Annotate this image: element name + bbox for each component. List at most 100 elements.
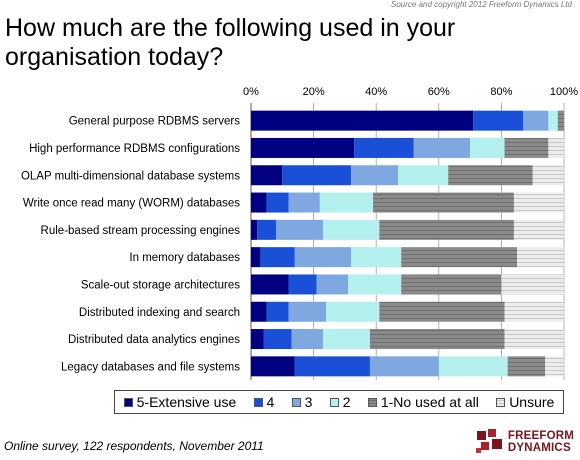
category-label: OLAP multi-dimensional database systems (21, 170, 240, 182)
category-label: Write once read many (WORM) databases (23, 198, 240, 210)
bar-segment (294, 247, 352, 268)
bar-segment (354, 137, 414, 158)
freeform-dynamics-logo: FREEFORM DYNAMICS (475, 428, 574, 456)
bar-segment (251, 274, 289, 295)
bar-segment (513, 192, 564, 213)
copyright-note: Source and copyright 2012 Freeform Dynam… (391, 0, 572, 9)
bar-segment (507, 356, 546, 377)
bar-segment (379, 301, 505, 322)
bar-segment (448, 165, 533, 186)
bar-segment (251, 247, 261, 268)
bar-segment (251, 165, 283, 186)
category-label: Distributed indexing and search (79, 307, 240, 319)
bar-segment (401, 247, 518, 268)
survey-footnote: Online survey, 122 respondents, November… (4, 439, 264, 453)
bar-segment (523, 110, 549, 131)
legend-label: 1-No used at all (380, 394, 479, 410)
legend-item: 2 (329, 394, 351, 410)
legend-label: Unsure (509, 394, 555, 410)
bar-segment (401, 274, 502, 295)
bar-segment (276, 219, 323, 240)
bar-segment (263, 329, 292, 350)
bar-segment (513, 219, 564, 240)
category-label: Legacy databases and file systems (61, 361, 240, 373)
x-tick-label: 60% (428, 86, 450, 98)
bar-segment (369, 329, 505, 350)
bar-segment (251, 110, 474, 131)
bar-segment (251, 219, 258, 240)
legend-item: 3 (291, 394, 313, 410)
legend-label: 3 (304, 394, 313, 410)
bar-segment (504, 301, 564, 322)
x-axis-tick-labels: 0% 20% 40% 60% 80% 100% (243, 86, 578, 98)
legend-swatch (123, 397, 133, 407)
chart-title: How much are the following used in your … (5, 14, 456, 71)
legend-label: 2 (342, 394, 351, 410)
bar-segment (351, 247, 402, 268)
bar-segment (288, 301, 327, 322)
bar-segment (251, 356, 295, 377)
category-label: Scale-out storage architectures (81, 279, 240, 291)
x-tick-label: 20% (303, 86, 325, 98)
bar-segment (504, 137, 549, 158)
bar-segment (517, 247, 564, 268)
bar-segment (266, 192, 289, 213)
bar-segment (257, 219, 277, 240)
bar-segment (322, 329, 370, 350)
bar-segment (545, 356, 564, 377)
legend-item: 4 (253, 394, 275, 410)
bar-segment (373, 192, 514, 213)
chart-legend: 5-Extensive use 4 3 2 1-No used at all Unsure (114, 390, 564, 414)
bar-segment (266, 301, 289, 322)
bar-segment (294, 356, 370, 377)
bar-segment (438, 356, 508, 377)
category-label: Rule-based stream processing engines (41, 225, 241, 237)
logo-mark-icon (475, 429, 502, 453)
bar-segment (348, 274, 402, 295)
bar-segment (413, 137, 471, 158)
legend-item: Unsure (496, 394, 554, 410)
bar-segment (398, 165, 449, 186)
bar-segment (319, 192, 374, 213)
bar-segment (470, 137, 505, 158)
bar-segments (251, 110, 564, 377)
bar-segment (316, 274, 349, 295)
bar-segment (322, 219, 380, 240)
bar-segment (282, 165, 352, 186)
bar-segment (548, 137, 564, 158)
legend-swatch (496, 397, 506, 407)
bar-segment (501, 274, 564, 295)
y-axis-category-labels: General purpose RDBMS servers High perfor… (21, 116, 240, 374)
bar-segment (326, 301, 380, 322)
bar-segment (288, 192, 320, 213)
bar-segment (260, 247, 295, 268)
category-label: High performance RDBMS configurations (29, 143, 240, 155)
legend-item: 1-No used at all (367, 394, 479, 410)
category-label: In memory databases (129, 252, 240, 264)
legend-label: 4 (266, 394, 275, 410)
legend-swatch (291, 397, 301, 407)
x-tick-label: 40% (365, 86, 387, 98)
logo-wordmark: FREEFORM DYNAMICS (507, 430, 574, 454)
legend-label: 5-Extensive use (136, 394, 237, 410)
legend-swatch (329, 397, 339, 407)
category-label: General purpose RDBMS servers (69, 116, 241, 128)
x-tick-label: 0% (243, 86, 259, 98)
legend-swatch (367, 397, 377, 407)
bar-segment (291, 329, 323, 350)
legend-swatch (253, 397, 263, 407)
bar-segment (251, 329, 264, 350)
bar-segment (548, 110, 558, 131)
x-tick-label: 80% (490, 86, 512, 98)
bar-segment (369, 356, 439, 377)
bar-segment (557, 110, 564, 131)
bar-segment (251, 192, 267, 213)
x-tick-label: 100% (550, 86, 578, 98)
legend-item: 5-Extensive use (123, 394, 237, 410)
bar-segment (251, 137, 355, 158)
bar-segment (288, 274, 317, 295)
bar-segment (351, 165, 399, 186)
bar-segment (504, 329, 564, 350)
bar-segment (532, 165, 564, 186)
